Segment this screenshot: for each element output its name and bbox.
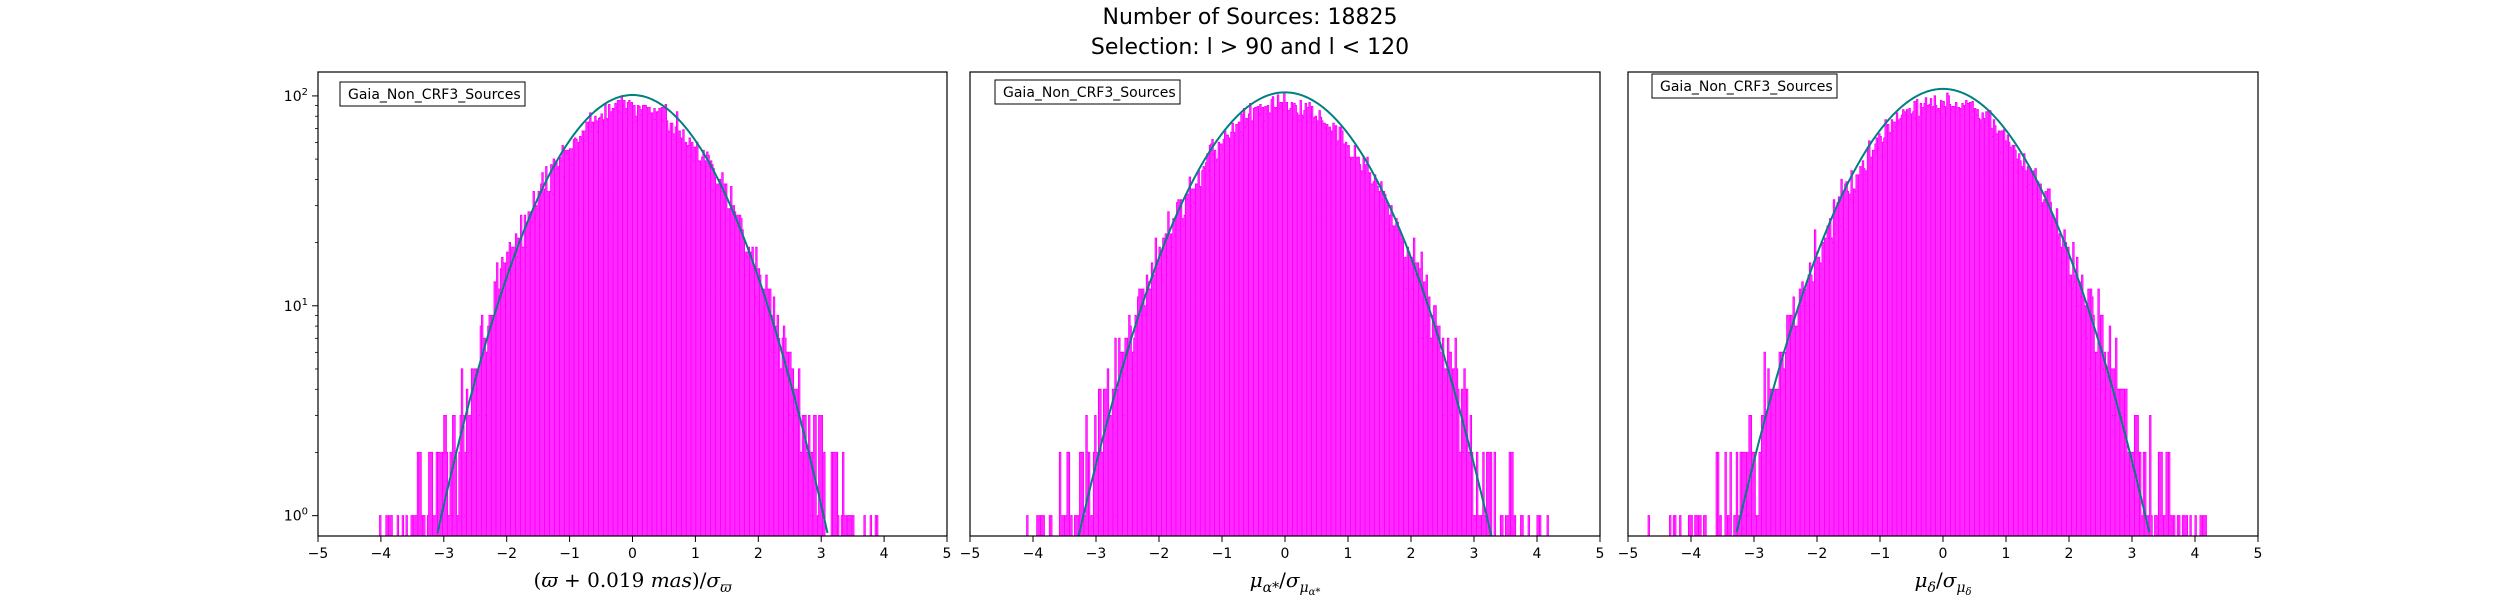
x-ticks-left: −5 −4 −3 −2 −1 0 1 2 3 4 5 xyxy=(308,536,952,562)
xlabel-left-varpi: ϖ xyxy=(541,568,558,592)
x-tick-label: 4 xyxy=(880,546,889,562)
legend-middle: Gaia_Non_CRF3_Sources xyxy=(994,79,1181,105)
xlabel-left-close: )/ xyxy=(692,568,707,592)
x-tick-label: −2 xyxy=(496,546,517,562)
y-ticks-left: 100 101 102 xyxy=(284,87,318,525)
xlabel-left-unit: mas xyxy=(651,568,692,592)
xlabel-right-slash: / xyxy=(1936,568,1943,592)
legend-box-middle xyxy=(994,79,1181,105)
xlabel-middle-sub3: α* xyxy=(1309,587,1321,598)
x-tick-label: 4 xyxy=(1533,546,1542,562)
x-axis-label-right: μδ/σμδ xyxy=(1915,568,1972,598)
x-tick-label: 0 xyxy=(628,546,637,562)
x-tick-label: −1 xyxy=(559,546,580,562)
x-tick-label: 5 xyxy=(2254,546,2263,562)
x-tick-label: −2 xyxy=(1807,546,1828,562)
x-tick-label: −3 xyxy=(433,546,454,562)
legend-label-middle: Gaia_Non_CRF3_Sources xyxy=(1003,85,1176,101)
y-tick-label: 101 xyxy=(284,297,308,315)
y-tick-label: 100 xyxy=(284,507,308,525)
legend-box-right xyxy=(1651,73,1838,99)
x-tick-label: 2 xyxy=(2065,546,2074,562)
x-tick-label: 5 xyxy=(1596,546,1605,562)
x-tick-label: −4 xyxy=(371,546,392,562)
gaussian-curve-left xyxy=(436,94,829,534)
xlabel-right-mu: μ xyxy=(1915,568,1928,592)
xlabel-right-sub2: μ xyxy=(1956,580,1965,596)
figure-title-line-1: Number of Sources: 18825 xyxy=(1103,5,1398,30)
figure-title-line-2: Selection: l > 90 and l < 120 xyxy=(1091,35,1409,60)
xlabel-right-sigma: σ xyxy=(1943,568,1958,592)
xlabel-left-open: ( xyxy=(534,568,542,592)
x-tick-label: −3 xyxy=(1744,546,1765,562)
histogram-bars-left xyxy=(379,95,879,536)
x-axis-label-middle: μα*/σμα* xyxy=(1250,568,1321,598)
x-tick-label: −1 xyxy=(1212,546,1233,562)
x-tick-label: −4 xyxy=(1681,546,1702,562)
xlabel-left-sub: ϖ xyxy=(720,580,732,596)
legend-left: Gaia_Non_CRF3_Sources xyxy=(339,81,526,107)
xlabel-left-offset: + 0.019 xyxy=(558,568,651,592)
xlabel-middle-slash: / xyxy=(1279,568,1286,592)
histogram-right xyxy=(1647,92,2207,536)
legend-label-right: Gaia_Non_CRF3_Sources xyxy=(1660,79,1833,95)
panel-right: −5 −4 −3 −2 −1 0 1 2 3 4 5 Gaia_Non_CRF3_Sources μ… xyxy=(1618,71,2263,598)
x-tick-label: −4 xyxy=(1023,546,1044,562)
x-tick-label: 3 xyxy=(817,546,826,562)
x-tick-label: 2 xyxy=(1407,546,1416,562)
x-tick-label: 0 xyxy=(1939,546,1948,562)
x-tick-label: −5 xyxy=(308,546,329,562)
x-tick-label: 4 xyxy=(2191,546,2200,562)
x-ticks-middle: −5 −4 −3 −2 −1 0 1 2 3 4 5 xyxy=(960,536,1605,562)
x-tick-label: 1 xyxy=(691,546,700,562)
x-tick-label: 1 xyxy=(1344,546,1353,562)
x-tick-label: 2 xyxy=(754,546,763,562)
x-tick-label: −5 xyxy=(1618,546,1639,562)
legend-label-left: Gaia_Non_CRF3_Sources xyxy=(348,87,521,103)
x-axis-label-left: (ϖ + 0.019 mas)/σϖ xyxy=(534,568,733,596)
x-tick-label: 3 xyxy=(2128,546,2137,562)
xlabel-middle-sigma: σ xyxy=(1286,568,1301,592)
y-tick-label: 102 xyxy=(284,87,308,105)
histogram-bars-right xyxy=(1647,92,2207,536)
xlabel-right-sub1: δ xyxy=(1928,580,1936,596)
gaussian-curve-middle xyxy=(1077,91,1493,536)
x-tick-label: −2 xyxy=(1149,546,1170,562)
x-ticks-right: −5 −4 −3 −2 −1 0 1 2 3 4 5 xyxy=(1618,536,2263,562)
legend-box-left xyxy=(339,81,526,107)
x-tick-label: 3 xyxy=(1470,546,1479,562)
xlabel-left-sigma: σ xyxy=(706,568,721,592)
xlabel-middle-sub2: μ xyxy=(1300,580,1309,596)
x-tick-label: −1 xyxy=(1870,546,1891,562)
xlabel-right-sub3: δ xyxy=(1965,587,1971,598)
histogram-left xyxy=(379,95,879,536)
x-tick-label: 0 xyxy=(1281,546,1290,562)
xlabel-middle-sub1: α* xyxy=(1263,580,1279,596)
panel-left: −5 −4 −3 −2 −1 0 1 2 3 4 5 100 101 102 Gaia_Non_CRF3… xyxy=(284,71,952,596)
xlabel-middle-mu: μ xyxy=(1250,568,1263,592)
x-tick-label: 1 xyxy=(2002,546,2011,562)
x-tick-label: −3 xyxy=(1086,546,1107,562)
panel-middle: −5 −4 −3 −2 −1 0 1 2 3 4 5 Gaia_Non_CRF3_Sources μ… xyxy=(960,71,1605,598)
legend-right: Gaia_Non_CRF3_Sources xyxy=(1651,73,1838,99)
x-tick-label: −5 xyxy=(960,546,981,562)
x-tick-label: 5 xyxy=(943,546,952,562)
gaussian-curve-right xyxy=(1735,87,2151,533)
